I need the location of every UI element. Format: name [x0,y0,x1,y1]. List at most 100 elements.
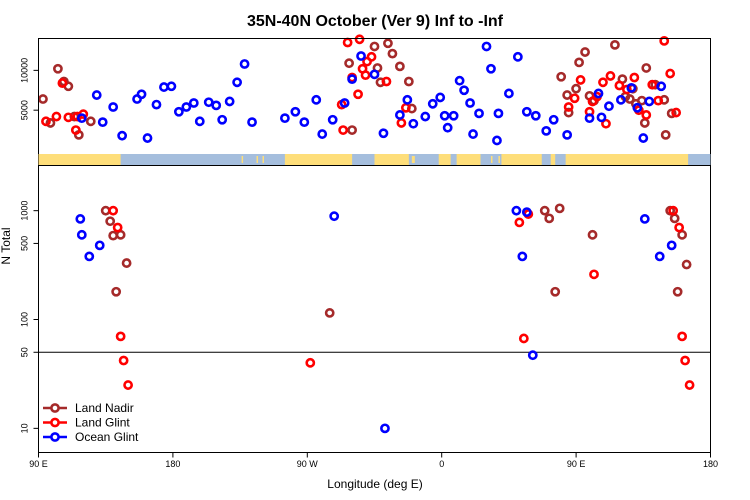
ocean-glint-point [290,106,301,117]
land-nadir-point [636,95,647,106]
land-nadir-point [562,90,573,100]
bottom-ytick-label: 1000 [20,201,30,221]
ocean-glint-point [279,113,290,124]
ocean-glint-point [188,98,199,108]
land-nadir-point [111,286,122,297]
ocean-glint-point [632,102,643,113]
land-glint-point [112,222,123,233]
land-nadir-point [344,58,355,69]
ocean-glint-point [517,251,528,262]
land-glint-point [674,222,685,233]
ocean-glint-point [203,97,214,108]
land-glint-point [680,355,691,366]
chart-title: 35N-40N October (Ver 9) Inf to -Inf [247,13,504,30]
land-glint-point [684,380,695,390]
land-nadir-point [610,39,620,50]
land-glint-point [598,77,608,88]
land-island [241,156,244,163]
ocean-glint-point [247,117,257,128]
land-island [411,156,415,163]
land-glint-point [614,80,625,91]
land-band [565,154,689,166]
ocean-glint-point [530,110,541,121]
ocean-glint-point [459,85,469,96]
ocean-glint-point [493,108,504,119]
ocean-glint-point [378,128,389,139]
land-glint-point [338,125,349,135]
land-nadir-point [669,213,680,224]
land-nadir-point [85,116,96,127]
xtick-label: 90 E [567,459,586,469]
top-ytick-label: 10000 [20,58,30,83]
land-glint-point [360,70,371,81]
ocean-glint-point [356,51,366,61]
land-glint-point [118,355,129,366]
ocean-glint-point [593,88,604,99]
land-glint-point [400,102,411,113]
land-band [501,154,542,166]
ocean-glint-point [427,98,438,109]
land-glint-point [677,331,688,342]
ocean-glint-point [548,114,559,125]
ocean-glint-point [211,100,222,111]
ocean-glint-point [474,108,484,119]
ocean-glint-point [311,94,322,105]
bottom-panel: 10 50 100 500 1000 [20,201,711,433]
ocean-glint-point [420,111,431,122]
xtick-label: 90 W [297,459,319,469]
ocean-glint-point [408,118,419,129]
ocean-glint-point [369,69,380,80]
ocean-glint-point [584,113,595,124]
land-nadir-point [587,229,598,240]
ocean-glint-point [492,135,502,146]
legend-label-ocean-glint: Ocean Glint [75,430,139,444]
ocean-glint-point [521,106,532,117]
ocean-glint-point [232,77,243,88]
land-glint-point [653,95,664,106]
x-axis-label: Longitude (deg E) [327,477,422,491]
land-island [490,156,493,163]
land-nadir-point [660,129,671,140]
land-glint-point [647,79,658,90]
land-nadir-point [672,286,683,297]
land-nadir-point [324,308,335,318]
land-island [262,156,264,163]
land-nadir-point [574,57,584,68]
land-nadir-point [641,63,652,73]
ocean-glint-point [239,59,250,69]
ocean-glint-point [117,130,128,141]
land-nadir-point [550,286,561,297]
land-glint-point [70,125,81,135]
land-nadir-point [100,205,111,216]
ocean-glint-point [448,110,459,121]
legend-marker-land-nadir [50,403,60,413]
land-glint-point [353,89,363,100]
land-band [38,154,121,166]
ocean-glint-point [527,350,538,361]
land-glint-point [115,331,126,342]
land-nadir-point [105,216,116,227]
ocean-glint-point [465,98,475,108]
land-nadir-point [403,76,414,87]
ocean-glint-point [654,251,665,262]
land-island [256,156,259,163]
ocean-glint-point [327,114,338,125]
land-glint-point [518,333,529,344]
xtick-label: 90 E [29,459,48,469]
ocean-glint-point [94,240,105,251]
ocean-glint-point [194,116,205,127]
ocean-glint-point [217,114,228,125]
ocean-glint-point [468,129,478,139]
bottom-ytick-label: 500 [20,236,30,251]
land-ocean-strip [38,154,711,166]
land-nadir-point [639,118,650,128]
ocean-glint-point [136,89,147,100]
ocean-glint-point [442,122,453,133]
ocean-glint-point [84,251,95,262]
ocean-glint-point [181,102,192,112]
ocean-glint-point [329,211,340,222]
ocean-glint-point [511,205,522,216]
land-glint-point [575,75,586,85]
